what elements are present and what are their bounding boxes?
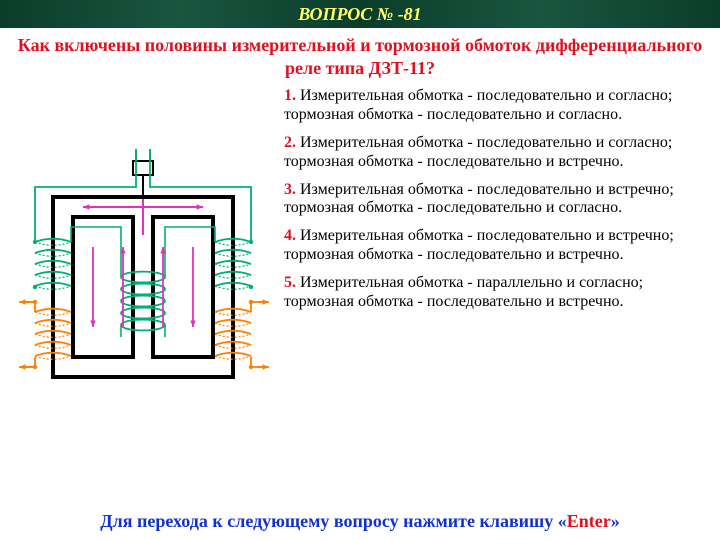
answer-text: Измерительная обмотка - параллельно и со… (284, 274, 643, 310)
answer-option-5[interactable]: 5. Измерительная обмотка - параллельно и… (284, 274, 704, 312)
diagram-column (8, 87, 278, 387)
answer-num: 3. (284, 181, 296, 198)
relay-diagram (13, 127, 273, 387)
main-content: 1. Измерительная обмотка - последователь… (0, 87, 720, 387)
answer-option-1[interactable]: 1. Измерительная обмотка - последователь… (284, 87, 704, 125)
answer-text: Измерительная обмотка - последовательно … (284, 87, 672, 123)
answers-column: 1. Измерительная обмотка - последователь… (278, 87, 712, 387)
footer-post: » (611, 511, 620, 531)
answer-num: 4. (284, 227, 296, 244)
footer-hint: Для перехода к следующему вопросу нажмит… (0, 511, 720, 532)
answer-text: Измерительная обмотка - последовательно … (284, 181, 674, 217)
answer-option-4[interactable]: 4. Измерительная обмотка - последователь… (284, 227, 704, 265)
answer-option-2[interactable]: 2. Измерительная обмотка - последователь… (284, 134, 704, 172)
header-bar: ВОПРОС № -81 (0, 0, 720, 28)
answer-num: 5. (284, 274, 296, 291)
question-number: ВОПРОС № -81 (298, 4, 421, 25)
answer-option-3[interactable]: 3. Измерительная обмотка - последователь… (284, 181, 704, 219)
footer-pre: Для перехода к следующему вопросу нажмит… (100, 511, 567, 531)
answer-num: 1. (284, 87, 296, 104)
enter-key-label: Enter (567, 511, 611, 531)
answer-text: Измерительная обмотка - последовательно … (284, 227, 674, 263)
answer-num: 2. (284, 134, 296, 151)
answer-text: Измерительная обмотка - последовательно … (284, 134, 672, 170)
question-prompt: Как включены половины измерительной и то… (0, 28, 720, 87)
